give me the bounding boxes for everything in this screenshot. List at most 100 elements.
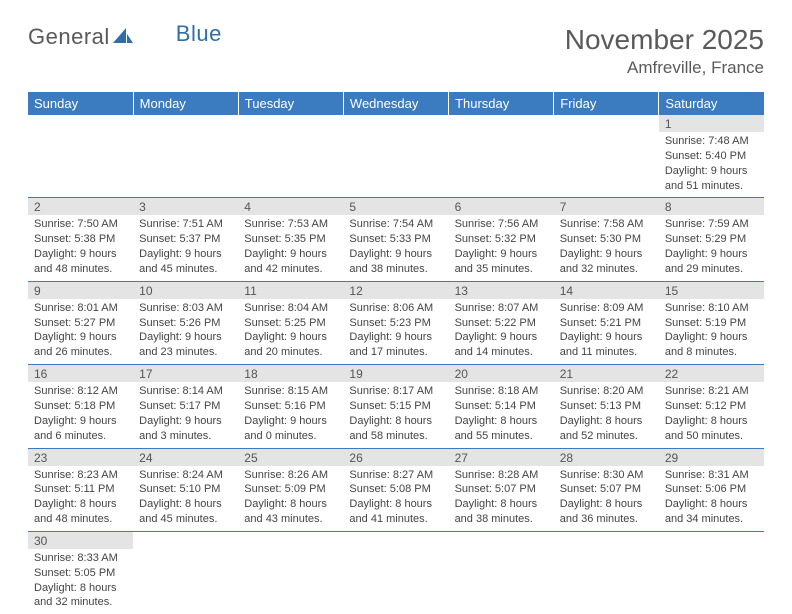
day-number: 9 bbox=[28, 282, 133, 299]
day-header: Friday bbox=[554, 92, 659, 115]
day-content: Sunrise: 7:50 AMSunset: 5:38 PMDaylight:… bbox=[28, 215, 133, 280]
day-header: Wednesday bbox=[343, 92, 448, 115]
daylight-text: Daylight: 9 hours and 11 minutes. bbox=[560, 330, 653, 360]
daylight-text: Daylight: 8 hours and 50 minutes. bbox=[665, 414, 758, 444]
daylight-text: Daylight: 9 hours and 32 minutes. bbox=[560, 247, 653, 277]
calendar-week-row: 30Sunrise: 8:33 AMSunset: 5:05 PMDayligh… bbox=[28, 531, 764, 614]
calendar-cell: 5Sunrise: 7:54 AMSunset: 5:33 PMDaylight… bbox=[343, 198, 448, 281]
daylight-text: Daylight: 9 hours and 38 minutes. bbox=[349, 247, 442, 277]
day-content: Sunrise: 8:30 AMSunset: 5:07 PMDaylight:… bbox=[554, 466, 659, 531]
day-number: 1 bbox=[659, 115, 764, 132]
day-number: 14 bbox=[554, 282, 659, 299]
sunrise-text: Sunrise: 8:24 AM bbox=[139, 468, 232, 483]
calendar-body: 1Sunrise: 7:48 AMSunset: 5:40 PMDaylight… bbox=[28, 115, 764, 614]
sunset-text: Sunset: 5:09 PM bbox=[244, 482, 337, 497]
calendar-cell: 9Sunrise: 8:01 AMSunset: 5:27 PMDaylight… bbox=[28, 281, 133, 364]
calendar-week-row: 2Sunrise: 7:50 AMSunset: 5:38 PMDaylight… bbox=[28, 198, 764, 281]
daylight-text: Daylight: 8 hours and 32 minutes. bbox=[34, 581, 127, 611]
day-content: Sunrise: 8:27 AMSunset: 5:08 PMDaylight:… bbox=[343, 466, 448, 531]
sunset-text: Sunset: 5:27 PM bbox=[34, 316, 127, 331]
day-number: 28 bbox=[554, 449, 659, 466]
day-number: 20 bbox=[449, 365, 554, 382]
sunrise-text: Sunrise: 8:07 AM bbox=[455, 301, 548, 316]
day-content: Sunrise: 8:01 AMSunset: 5:27 PMDaylight:… bbox=[28, 299, 133, 364]
sunset-text: Sunset: 5:29 PM bbox=[665, 232, 758, 247]
page-title: November 2025 bbox=[565, 24, 764, 56]
sunrise-text: Sunrise: 8:31 AM bbox=[665, 468, 758, 483]
sunset-text: Sunset: 5:22 PM bbox=[455, 316, 548, 331]
logo-sail-icon bbox=[112, 25, 134, 51]
sunrise-text: Sunrise: 8:20 AM bbox=[560, 384, 653, 399]
location-label: Amfreville, France bbox=[565, 58, 764, 78]
day-content: Sunrise: 8:03 AMSunset: 5:26 PMDaylight:… bbox=[133, 299, 238, 364]
sunset-text: Sunset: 5:23 PM bbox=[349, 316, 442, 331]
calendar-week-row: 23Sunrise: 8:23 AMSunset: 5:11 PMDayligh… bbox=[28, 448, 764, 531]
calendar-cell: 14Sunrise: 8:09 AMSunset: 5:21 PMDayligh… bbox=[554, 281, 659, 364]
daylight-text: Daylight: 9 hours and 0 minutes. bbox=[244, 414, 337, 444]
calendar-cell: 25Sunrise: 8:26 AMSunset: 5:09 PMDayligh… bbox=[238, 448, 343, 531]
sunrise-text: Sunrise: 8:14 AM bbox=[139, 384, 232, 399]
day-number: 4 bbox=[238, 198, 343, 215]
calendar-table: Sunday Monday Tuesday Wednesday Thursday… bbox=[28, 92, 764, 614]
daylight-text: Daylight: 9 hours and 45 minutes. bbox=[139, 247, 232, 277]
calendar-cell bbox=[554, 531, 659, 614]
daylight-text: Daylight: 9 hours and 20 minutes. bbox=[244, 330, 337, 360]
daylight-text: Daylight: 9 hours and 17 minutes. bbox=[349, 330, 442, 360]
sunset-text: Sunset: 5:13 PM bbox=[560, 399, 653, 414]
daylight-text: Daylight: 8 hours and 36 minutes. bbox=[560, 497, 653, 527]
day-content: Sunrise: 8:21 AMSunset: 5:12 PMDaylight:… bbox=[659, 382, 764, 447]
day-content: Sunrise: 8:26 AMSunset: 5:09 PMDaylight:… bbox=[238, 466, 343, 531]
day-number: 30 bbox=[28, 532, 133, 549]
day-content: Sunrise: 8:33 AMSunset: 5:05 PMDaylight:… bbox=[28, 549, 133, 614]
sunrise-text: Sunrise: 8:06 AM bbox=[349, 301, 442, 316]
sunrise-text: Sunrise: 8:03 AM bbox=[139, 301, 232, 316]
calendar-cell bbox=[238, 115, 343, 198]
sunrise-text: Sunrise: 8:04 AM bbox=[244, 301, 337, 316]
sunset-text: Sunset: 5:12 PM bbox=[665, 399, 758, 414]
day-number: 15 bbox=[659, 282, 764, 299]
calendar-cell: 3Sunrise: 7:51 AMSunset: 5:37 PMDaylight… bbox=[133, 198, 238, 281]
daylight-text: Daylight: 9 hours and 51 minutes. bbox=[665, 164, 758, 194]
day-number: 21 bbox=[554, 365, 659, 382]
daylight-text: Daylight: 9 hours and 48 minutes. bbox=[34, 247, 127, 277]
day-content: Sunrise: 8:04 AMSunset: 5:25 PMDaylight:… bbox=[238, 299, 343, 364]
day-number: 26 bbox=[343, 449, 448, 466]
calendar-week-row: 1Sunrise: 7:48 AMSunset: 5:40 PMDaylight… bbox=[28, 115, 764, 198]
sunrise-text: Sunrise: 7:56 AM bbox=[455, 217, 548, 232]
sunrise-text: Sunrise: 7:51 AM bbox=[139, 217, 232, 232]
day-content: Sunrise: 8:18 AMSunset: 5:14 PMDaylight:… bbox=[449, 382, 554, 447]
sunset-text: Sunset: 5:07 PM bbox=[455, 482, 548, 497]
calendar-cell: 30Sunrise: 8:33 AMSunset: 5:05 PMDayligh… bbox=[28, 531, 133, 614]
day-content: Sunrise: 8:28 AMSunset: 5:07 PMDaylight:… bbox=[449, 466, 554, 531]
calendar-cell: 17Sunrise: 8:14 AMSunset: 5:17 PMDayligh… bbox=[133, 365, 238, 448]
calendar-cell: 4Sunrise: 7:53 AMSunset: 5:35 PMDaylight… bbox=[238, 198, 343, 281]
daylight-text: Daylight: 9 hours and 26 minutes. bbox=[34, 330, 127, 360]
calendar-cell: 15Sunrise: 8:10 AMSunset: 5:19 PMDayligh… bbox=[659, 281, 764, 364]
day-content: Sunrise: 8:15 AMSunset: 5:16 PMDaylight:… bbox=[238, 382, 343, 447]
daylight-text: Daylight: 9 hours and 23 minutes. bbox=[139, 330, 232, 360]
calendar-week-row: 9Sunrise: 8:01 AMSunset: 5:27 PMDaylight… bbox=[28, 281, 764, 364]
calendar-cell: 21Sunrise: 8:20 AMSunset: 5:13 PMDayligh… bbox=[554, 365, 659, 448]
sunset-text: Sunset: 5:17 PM bbox=[139, 399, 232, 414]
sunrise-text: Sunrise: 8:21 AM bbox=[665, 384, 758, 399]
calendar-cell: 6Sunrise: 7:56 AMSunset: 5:32 PMDaylight… bbox=[449, 198, 554, 281]
calendar-cell: 26Sunrise: 8:27 AMSunset: 5:08 PMDayligh… bbox=[343, 448, 448, 531]
calendar-cell bbox=[133, 115, 238, 198]
sunset-text: Sunset: 5:08 PM bbox=[349, 482, 442, 497]
sunset-text: Sunset: 5:05 PM bbox=[34, 566, 127, 581]
calendar-cell bbox=[343, 115, 448, 198]
daylight-text: Daylight: 9 hours and 42 minutes. bbox=[244, 247, 337, 277]
sunrise-text: Sunrise: 7:53 AM bbox=[244, 217, 337, 232]
day-number: 22 bbox=[659, 365, 764, 382]
sunset-text: Sunset: 5:30 PM bbox=[560, 232, 653, 247]
sunrise-text: Sunrise: 8:27 AM bbox=[349, 468, 442, 483]
day-content: Sunrise: 8:14 AMSunset: 5:17 PMDaylight:… bbox=[133, 382, 238, 447]
day-header: Tuesday bbox=[238, 92, 343, 115]
sunset-text: Sunset: 5:10 PM bbox=[139, 482, 232, 497]
calendar-cell: 10Sunrise: 8:03 AMSunset: 5:26 PMDayligh… bbox=[133, 281, 238, 364]
daylight-text: Daylight: 8 hours and 34 minutes. bbox=[665, 497, 758, 527]
daylight-text: Daylight: 8 hours and 43 minutes. bbox=[244, 497, 337, 527]
day-number: 7 bbox=[554, 198, 659, 215]
sunset-text: Sunset: 5:38 PM bbox=[34, 232, 127, 247]
daylight-text: Daylight: 9 hours and 29 minutes. bbox=[665, 247, 758, 277]
